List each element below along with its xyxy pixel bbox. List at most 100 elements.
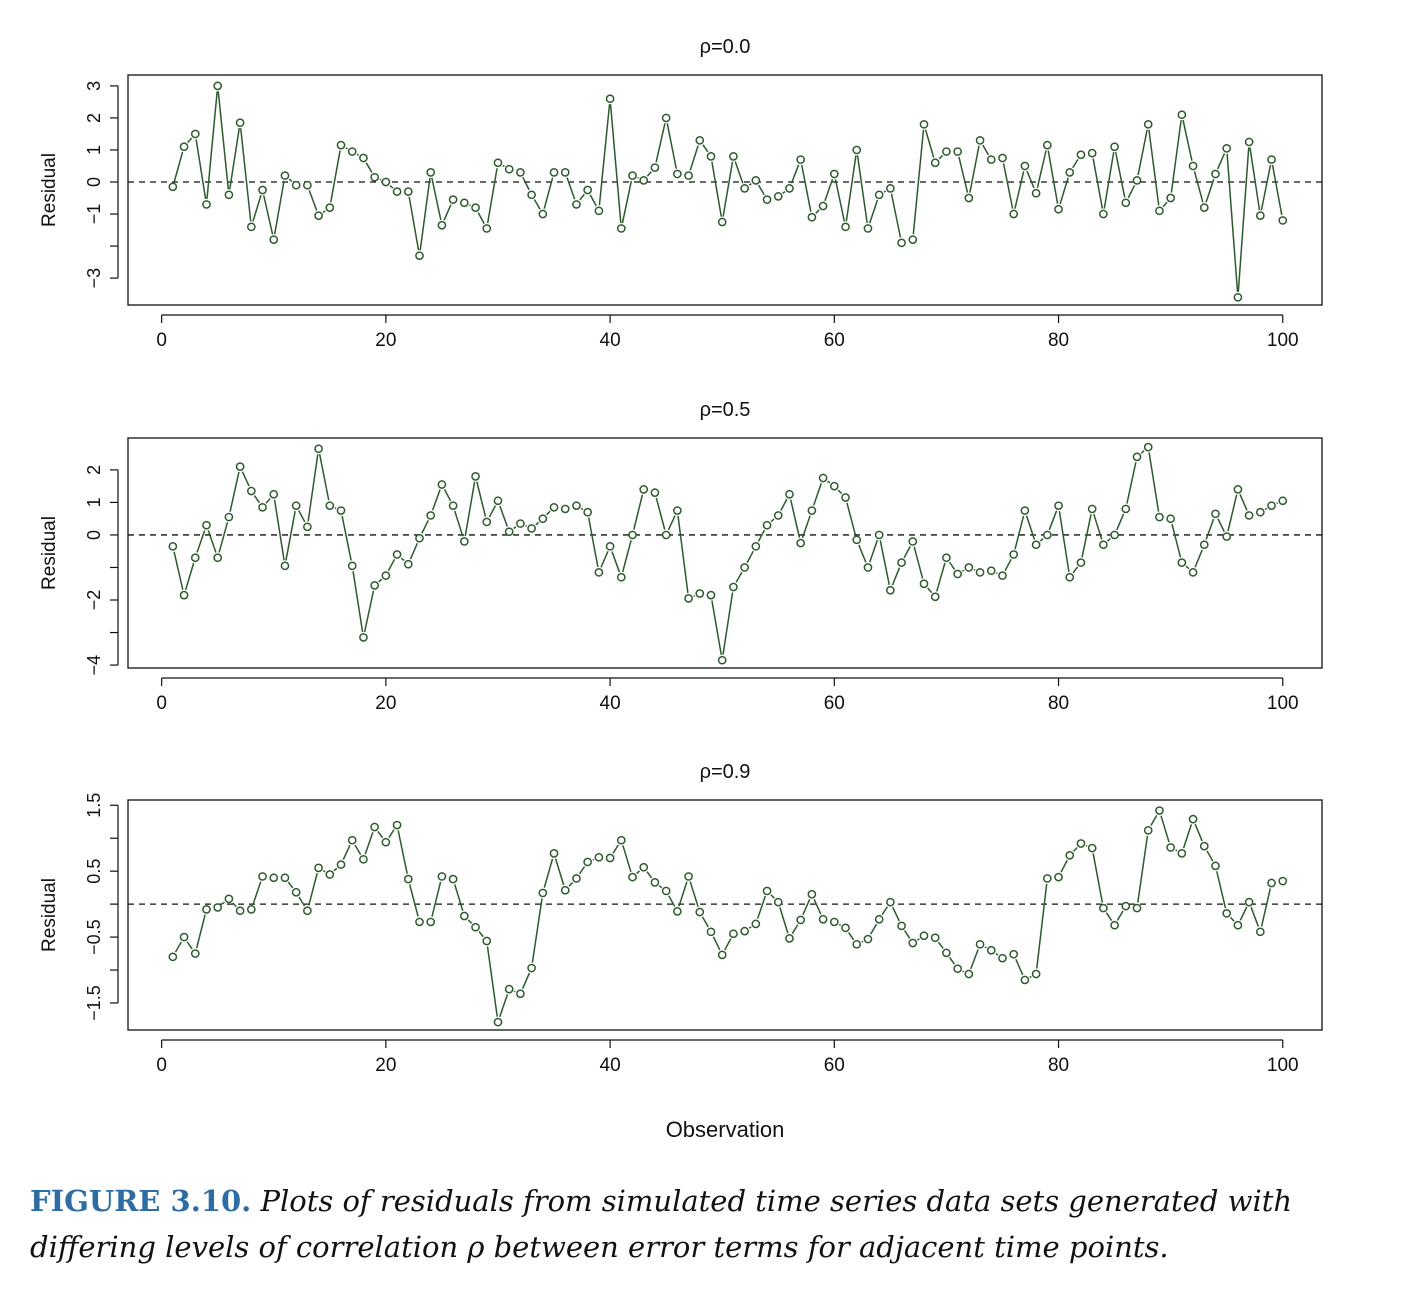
series-segment (502, 164, 505, 168)
series-segment (587, 517, 599, 568)
data-point (179, 142, 189, 152)
data-point (908, 537, 918, 546)
data-point (1087, 843, 1097, 853)
series-segment (408, 884, 419, 917)
y-tick-label: 2 (84, 113, 104, 123)
series-segment (354, 844, 362, 855)
series-segment (173, 551, 184, 590)
series-segment (341, 515, 352, 561)
data-point (605, 541, 615, 551)
data-point (1054, 204, 1063, 214)
data-point (168, 952, 178, 962)
data-point (1199, 203, 1209, 212)
series-segment (982, 144, 990, 156)
data-point (852, 145, 862, 155)
data-point (202, 520, 211, 530)
series-segment (1216, 871, 1227, 909)
data-point (190, 949, 200, 958)
data-point (370, 581, 379, 590)
series-segment (722, 592, 734, 655)
data-point (695, 907, 705, 917)
data-point (751, 541, 761, 551)
data-point (1110, 530, 1119, 540)
data-point (560, 885, 570, 895)
data-point (740, 184, 749, 193)
series-segment (1114, 152, 1126, 198)
data-point (459, 911, 469, 921)
data-point (975, 135, 985, 145)
data-point (998, 953, 1007, 963)
data-point (1099, 540, 1108, 550)
series-segment (838, 923, 842, 926)
data-point (1278, 216, 1288, 225)
series-segment (568, 881, 574, 887)
series-segment (431, 177, 442, 221)
series-segment (352, 571, 364, 633)
series-segment (770, 894, 775, 899)
series-segment (1206, 850, 1214, 862)
series-segment (478, 930, 484, 938)
series-segment (221, 901, 225, 905)
series-segment (554, 858, 565, 886)
x-tick-label: 80 (1048, 330, 1069, 351)
data-point (303, 906, 312, 916)
data-point (1222, 909, 1232, 918)
y-axis-label: Residual (39, 153, 60, 227)
series-segment (1103, 152, 1115, 209)
series-segment (1148, 129, 1160, 206)
x-tick-label: 0 (156, 693, 167, 714)
series-segment (1217, 518, 1225, 532)
data-point (785, 489, 794, 499)
series-segment (655, 123, 666, 163)
data-point (706, 152, 716, 161)
data-point (224, 512, 234, 522)
data-point (773, 511, 783, 520)
series-segment (546, 510, 551, 516)
data-point (796, 155, 806, 164)
data-point (493, 158, 503, 168)
data-point (1255, 211, 1265, 220)
data-point (1233, 292, 1243, 302)
data-point (616, 224, 626, 233)
data-point (504, 527, 514, 537)
data-point (1233, 920, 1243, 930)
data-point (661, 113, 671, 123)
series-segment (467, 919, 473, 924)
data-point (403, 559, 413, 569)
series-segment (419, 177, 431, 251)
data-point (560, 504, 570, 514)
series-segment (834, 179, 846, 222)
data-point (280, 873, 290, 883)
data-point (415, 917, 424, 927)
series-segment (218, 522, 229, 553)
series-segment (330, 150, 341, 203)
series-segment (658, 885, 663, 889)
data-point (829, 481, 839, 491)
data-point (706, 590, 716, 600)
figure-label: FIGURE 3.10. (30, 1184, 252, 1218)
data-point (1009, 209, 1019, 219)
data-point (1132, 176, 1142, 185)
data-point (213, 903, 223, 912)
series-segment (535, 521, 540, 526)
series-segment (970, 949, 979, 970)
series-segment (1205, 518, 1215, 540)
data-point (886, 585, 895, 595)
series-segment (711, 600, 723, 655)
data-point (448, 874, 458, 884)
series-segment (229, 471, 240, 512)
panel-title: ρ=0.9 (700, 761, 751, 783)
data-point (605, 94, 615, 104)
series-segment (173, 151, 184, 182)
series-segment (1029, 975, 1032, 979)
series-segment (1249, 147, 1261, 211)
series-segment (633, 494, 644, 530)
series-segment (827, 480, 831, 484)
series-segment (858, 544, 867, 563)
series-segment (800, 164, 812, 212)
y-tick-label: −0.5 (84, 919, 104, 955)
data-point (762, 886, 772, 896)
series-segment (476, 481, 487, 517)
data-point (986, 945, 996, 955)
